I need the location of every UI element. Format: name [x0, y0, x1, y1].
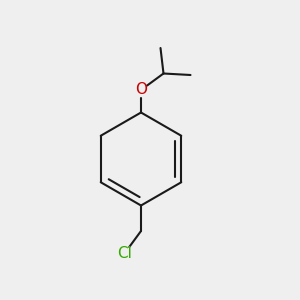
Text: O: O: [135, 82, 147, 98]
Text: Cl: Cl: [117, 246, 132, 261]
